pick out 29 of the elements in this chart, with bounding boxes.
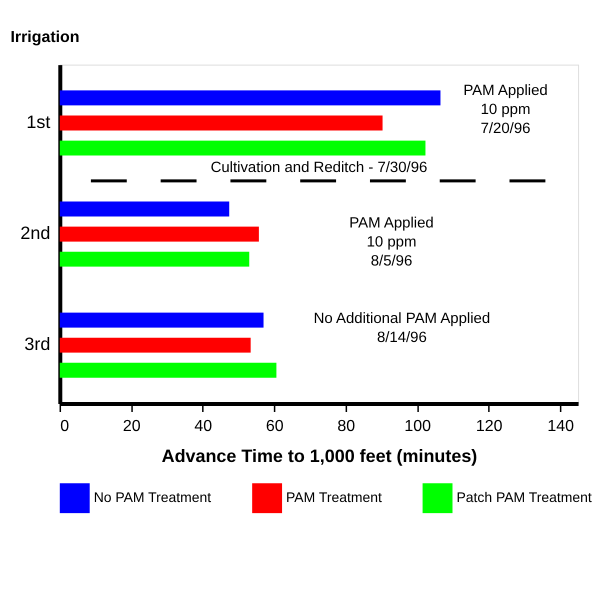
legend-label: No PAM Treatment <box>94 489 212 506</box>
x-tick-label: 40 <box>194 418 212 435</box>
x-tick-label: 60 <box>266 418 284 435</box>
legend-label: Patch PAM Treatment <box>456 489 592 506</box>
x-tick-label: 100 <box>404 418 432 435</box>
annotation: PAM Applied 10 ppm 8/5/96 <box>349 214 434 270</box>
bar <box>60 140 426 156</box>
text: Cultivation and Reditch - 7/30/96 <box>210 158 428 176</box>
x-tick-label: 140 <box>547 418 574 435</box>
y-tick-label: 2nd <box>20 223 50 244</box>
x-tick-label: 0 <box>60 418 70 435</box>
x-tick-label: 20 <box>122 418 141 435</box>
bar <box>60 252 250 267</box>
bar <box>60 338 251 353</box>
annotation: No Additional PAM Applied 8/14/96 <box>314 310 490 346</box>
y-axis-title: Irrigation <box>10 29 80 46</box>
y-tick-label: 1st <box>26 112 50 132</box>
legend-label: PAM Treatment <box>286 489 382 506</box>
x-tick-label: 120 <box>476 418 503 435</box>
annotation: PAM Applied 10 ppm 7/20/96 <box>463 82 548 137</box>
x-axis-title: Advance Time to 1,000 feet (minutes) <box>162 446 478 466</box>
bar <box>60 362 276 378</box>
y-tick-label: 3rd <box>24 334 50 354</box>
bar <box>60 116 383 130</box>
x-tick-label: 80 <box>337 418 356 435</box>
bar <box>60 226 259 242</box>
bar <box>60 312 264 328</box>
bar <box>60 90 440 106</box>
bar <box>60 202 230 216</box>
